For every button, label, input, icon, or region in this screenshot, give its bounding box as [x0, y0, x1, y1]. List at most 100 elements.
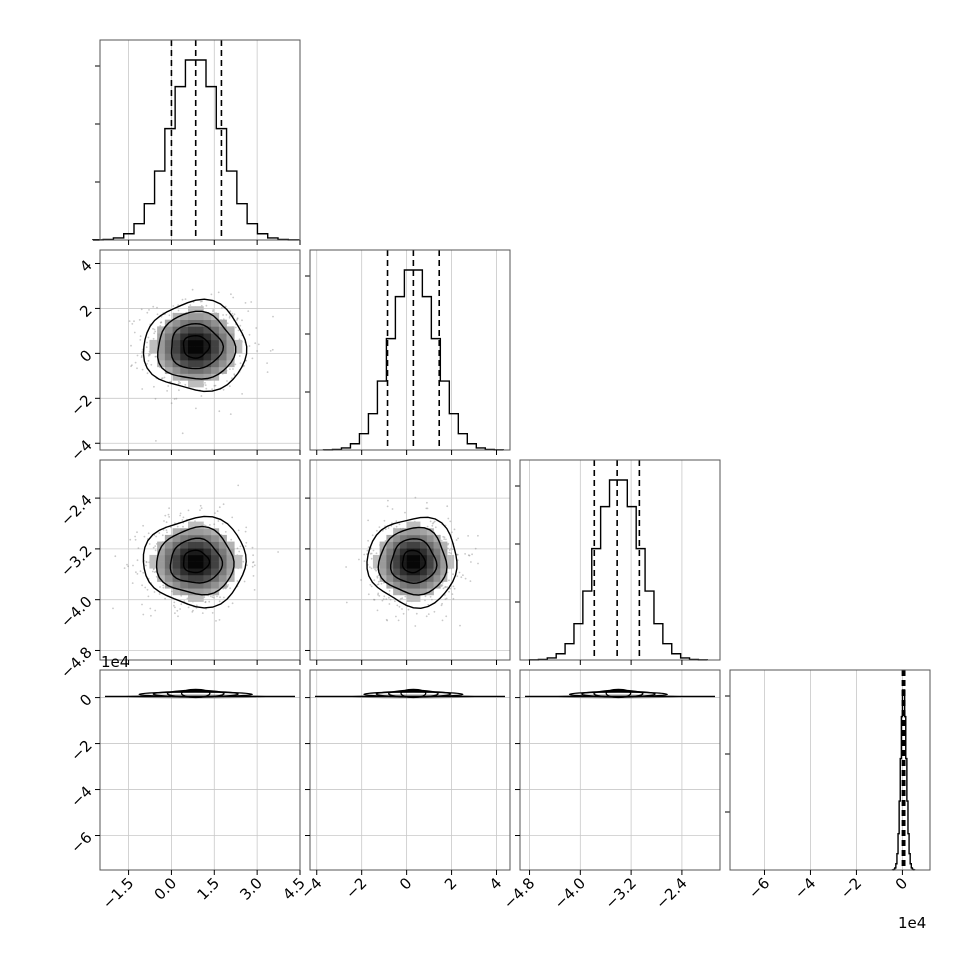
scatter-point	[381, 599, 384, 602]
scatter-point	[134, 538, 137, 541]
scatter-point	[456, 575, 459, 578]
scatter-point	[158, 532, 161, 534]
scatter-point	[217, 520, 220, 522]
scatter-point	[234, 326, 237, 329]
density-cell	[172, 588, 181, 596]
density-cell	[218, 333, 227, 341]
density-cell	[218, 360, 227, 368]
scatter-point	[467, 535, 469, 537]
scatter-point	[272, 315, 274, 318]
density-cell	[157, 346, 166, 354]
x-tick-label-1-0: −4	[297, 874, 325, 902]
x-tick-label-0-1: 0.0	[151, 874, 181, 904]
scatter-point	[210, 293, 213, 296]
scatter-point	[345, 601, 348, 604]
x-tick-label-3-3: 0	[892, 874, 911, 893]
scatter-point	[451, 593, 454, 595]
scatter-point	[241, 319, 243, 322]
scatter-point	[229, 413, 232, 415]
scatter-point	[141, 355, 143, 357]
density-cell	[188, 326, 197, 334]
scatter-point	[477, 562, 479, 565]
scatter-point	[451, 531, 453, 534]
density-cell	[426, 561, 434, 569]
scatter-point	[456, 553, 459, 556]
scatter-point	[377, 583, 380, 585]
scatter-point	[251, 357, 254, 360]
scatter-point	[146, 341, 149, 344]
scatter-point	[145, 561, 148, 564]
scatter-point	[179, 514, 182, 517]
scatter-point	[431, 524, 434, 527]
scatter-point	[452, 597, 455, 600]
panel-3-1: −4 −2 0 2 4	[297, 669, 511, 902]
density-cell	[180, 366, 189, 374]
density-cell	[164, 360, 173, 368]
scatter-point	[444, 598, 447, 601]
x-tick-label-2-1: −4.0	[551, 874, 589, 912]
scatter-point	[215, 620, 217, 622]
scatter-point	[384, 528, 387, 531]
density-cell	[164, 339, 173, 347]
density-cell	[211, 554, 220, 562]
scatter-point	[170, 402, 173, 405]
scatter-point	[128, 320, 131, 322]
density-cell	[406, 521, 414, 529]
scatter-point	[447, 547, 449, 550]
scatter-point	[363, 560, 366, 562]
scatter-point	[209, 524, 211, 526]
scatter-point	[173, 398, 176, 400]
scatter-point	[137, 547, 140, 549]
scatter-point	[166, 390, 169, 392]
density-cell	[172, 528, 181, 536]
scatter-point	[221, 522, 224, 525]
scatter-point	[226, 322, 229, 325]
density-cell	[203, 360, 212, 368]
scatter-point	[134, 361, 137, 364]
scatter-point	[203, 596, 206, 599]
density-cell	[413, 528, 421, 536]
scatter-point	[253, 564, 256, 567]
contour-1-0-1	[170, 322, 225, 370]
scatter-point	[464, 553, 466, 555]
scatter-point	[155, 355, 158, 358]
scatter-point	[445, 615, 448, 618]
density-cell	[433, 581, 441, 589]
scatter-point	[227, 584, 230, 586]
scatter-point	[187, 509, 190, 512]
scatter-point	[455, 539, 458, 541]
density-cell	[426, 574, 434, 582]
scatter-point	[131, 323, 134, 325]
scatter-point	[236, 580, 239, 582]
scatter-point	[236, 318, 239, 320]
scatter-point	[224, 305, 227, 308]
density-cell	[426, 534, 434, 542]
scatter-point	[180, 594, 183, 597]
density-cell	[164, 541, 173, 549]
scatter-point	[161, 534, 164, 537]
scatter-point	[271, 348, 274, 351]
scatter-point	[168, 314, 171, 317]
scatter-point	[177, 615, 179, 618]
scatter-point	[236, 317, 239, 320]
scatter-point	[130, 344, 132, 347]
density-cell	[399, 568, 407, 576]
scatter-point	[144, 586, 147, 589]
density-cell	[164, 554, 173, 562]
scatter-point	[167, 385, 170, 387]
density-cell	[195, 360, 204, 368]
density-cell	[195, 326, 204, 334]
density-cell	[440, 554, 448, 562]
scatter-point	[141, 388, 144, 390]
scatter-point	[232, 368, 234, 370]
scatter-point	[229, 587, 232, 590]
scatter-point	[204, 601, 207, 603]
density-cell	[226, 346, 235, 354]
density-cell	[195, 306, 204, 314]
scatter-point	[407, 608, 410, 611]
density-cell	[211, 541, 220, 549]
density-cell	[195, 541, 204, 549]
scatter-point	[133, 320, 135, 323]
scatter-point	[404, 511, 406, 514]
density-cell	[393, 561, 401, 569]
